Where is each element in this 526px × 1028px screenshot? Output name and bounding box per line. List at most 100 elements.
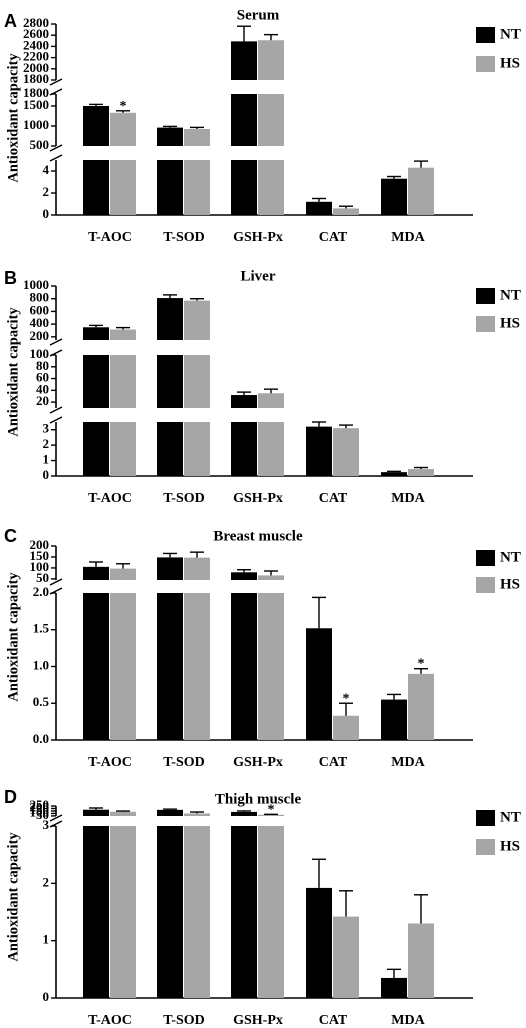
legend-swatch-hs [476, 577, 495, 593]
bar-hs [110, 355, 136, 408]
legend-label-hs: HS [500, 55, 520, 71]
bar-hs [184, 813, 210, 816]
bar-hs [110, 112, 136, 146]
x-tick-label: CAT [319, 1013, 348, 1028]
bar-nt [157, 355, 183, 408]
bar-hs [184, 160, 210, 215]
bar-hs [184, 557, 210, 580]
y-tick-label: 0.0 [33, 731, 49, 746]
y-tick-label: 200 [30, 537, 50, 552]
axis-break-mark [49, 406, 63, 414]
y-tick-label: 2 [43, 874, 50, 889]
y-tick-label: 200 [30, 799, 50, 814]
y-axis-label: Antioxidant capacity [5, 307, 21, 437]
axis-break-mark [49, 78, 63, 86]
bar-nt [231, 572, 257, 580]
bar-hs [333, 916, 359, 998]
axis-break-mark [49, 578, 63, 586]
panel-d: D Thigh muscle Antioxidant capacity 0 1 2 3501… [4, 787, 521, 1028]
y-tick-label: 1000 [23, 117, 49, 132]
bar-nt [231, 41, 257, 80]
panel-a: A Serum Antioxidant capacity 0 2 4 500 1000 1500… [4, 7, 521, 245]
x-tick-label: T-SOD [163, 230, 205, 245]
y-tick-label: 500 [30, 137, 50, 152]
chart-title: Breast muscle [213, 528, 303, 544]
legend-swatch-nt [476, 288, 495, 304]
bar-hs [110, 826, 136, 998]
bar-hs [110, 811, 136, 816]
y-tick-label: 0 [43, 467, 50, 482]
y-tick-label: 2600 [23, 26, 49, 41]
y-tick-label: 800 [30, 290, 50, 305]
y-tick-label: 150 [30, 802, 50, 817]
bar-hs [258, 40, 284, 80]
x-tick-label: T-SOD [163, 755, 205, 770]
bar-nt [231, 94, 257, 146]
axis-break-mark [49, 416, 63, 424]
y-tick-label: 1500 [23, 97, 49, 112]
y-tick-label: 0 [43, 206, 50, 221]
x-tick-label: MDA [391, 230, 425, 245]
legend-label-nt: NT [500, 549, 521, 565]
y-tick-label: 80 [36, 358, 49, 373]
y-tick-label: 100 [30, 559, 50, 574]
x-tick-label: T-SOD [163, 491, 205, 506]
bar-nt [83, 566, 109, 580]
y-tick-label: 4 [43, 162, 50, 177]
axis-break-mark [49, 144, 63, 152]
y-tick-label: 100 [30, 804, 50, 819]
bar-hs [110, 422, 136, 476]
y-tick-label: 20 [36, 393, 49, 408]
bar-nt [83, 160, 109, 215]
bar-hs [110, 329, 136, 340]
x-tick-label: MDA [391, 755, 425, 770]
bar-nt [83, 826, 109, 998]
axis-break-mark [49, 88, 63, 96]
bar-hs [258, 160, 284, 215]
legend-label-hs: HS [500, 315, 520, 331]
bar-hs [184, 129, 210, 146]
bar-nt [83, 327, 109, 340]
bar-hs [184, 300, 210, 340]
bar-hs [258, 814, 284, 816]
bar-nt [306, 628, 332, 740]
bar-hs [184, 355, 210, 408]
axis-break-mark [49, 820, 63, 828]
bar-hs [258, 422, 284, 476]
bar-nt [231, 160, 257, 215]
panel-letter: D [4, 787, 17, 807]
x-tick-label: CAT [319, 491, 348, 506]
bar-nt [381, 178, 407, 215]
bar-nt [157, 557, 183, 580]
y-tick-label: 2200 [23, 49, 49, 64]
legend-swatch-nt [476, 810, 495, 826]
chart-title: Serum [237, 7, 280, 23]
bar-hs [258, 393, 284, 408]
bar-nt [157, 298, 183, 340]
bar-nt [83, 593, 109, 740]
y-tick-label: 2 [43, 184, 50, 199]
y-tick-label: 100 [30, 346, 50, 361]
y-tick-label: 3 [43, 421, 50, 436]
axis-break-mark [49, 814, 63, 822]
y-tick-label: 1 [43, 932, 50, 947]
bar-hs [184, 826, 210, 998]
bar-hs [184, 593, 210, 740]
axis-break-mark [49, 587, 63, 595]
bar-hs [408, 923, 434, 998]
bar-hs [258, 593, 284, 740]
y-tick-label: 2.0 [33, 584, 49, 599]
bar-hs [110, 568, 136, 580]
x-tick-label: T-AOC [88, 1013, 132, 1028]
axis-break-mark [49, 154, 63, 162]
bar-nt [157, 593, 183, 740]
y-tick-label: 60 [36, 370, 49, 385]
x-tick-label: T-AOC [88, 491, 132, 506]
bar-hs [333, 715, 359, 740]
y-tick-label: 0 [43, 989, 50, 1004]
y-tick-label: 50 [36, 807, 49, 822]
bar-hs [258, 575, 284, 580]
bar-nt [381, 977, 407, 998]
panel-letter: B [4, 268, 17, 288]
